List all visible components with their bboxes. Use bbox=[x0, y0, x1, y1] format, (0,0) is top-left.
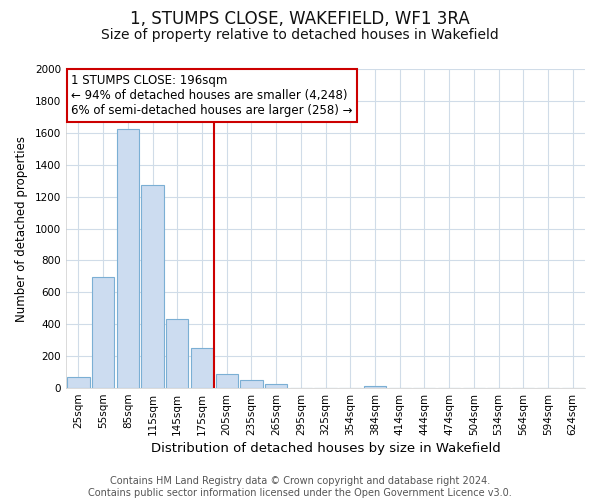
Bar bbox=[117, 129, 139, 388]
Bar bbox=[364, 386, 386, 388]
Bar bbox=[166, 319, 188, 388]
Bar bbox=[191, 348, 213, 388]
Bar bbox=[215, 374, 238, 388]
Text: 1, STUMPS CLOSE, WAKEFIELD, WF1 3RA: 1, STUMPS CLOSE, WAKEFIELD, WF1 3RA bbox=[130, 10, 470, 28]
Bar bbox=[240, 380, 263, 388]
Text: Size of property relative to detached houses in Wakefield: Size of property relative to detached ho… bbox=[101, 28, 499, 42]
Bar bbox=[67, 377, 89, 388]
Y-axis label: Number of detached properties: Number of detached properties bbox=[15, 136, 28, 322]
Bar bbox=[265, 384, 287, 388]
Bar bbox=[92, 277, 114, 388]
Bar bbox=[142, 184, 164, 388]
Text: 1 STUMPS CLOSE: 196sqm
← 94% of detached houses are smaller (4,248)
6% of semi-d: 1 STUMPS CLOSE: 196sqm ← 94% of detached… bbox=[71, 74, 353, 117]
X-axis label: Distribution of detached houses by size in Wakefield: Distribution of detached houses by size … bbox=[151, 442, 500, 455]
Text: Contains HM Land Registry data © Crown copyright and database right 2024.
Contai: Contains HM Land Registry data © Crown c… bbox=[88, 476, 512, 498]
